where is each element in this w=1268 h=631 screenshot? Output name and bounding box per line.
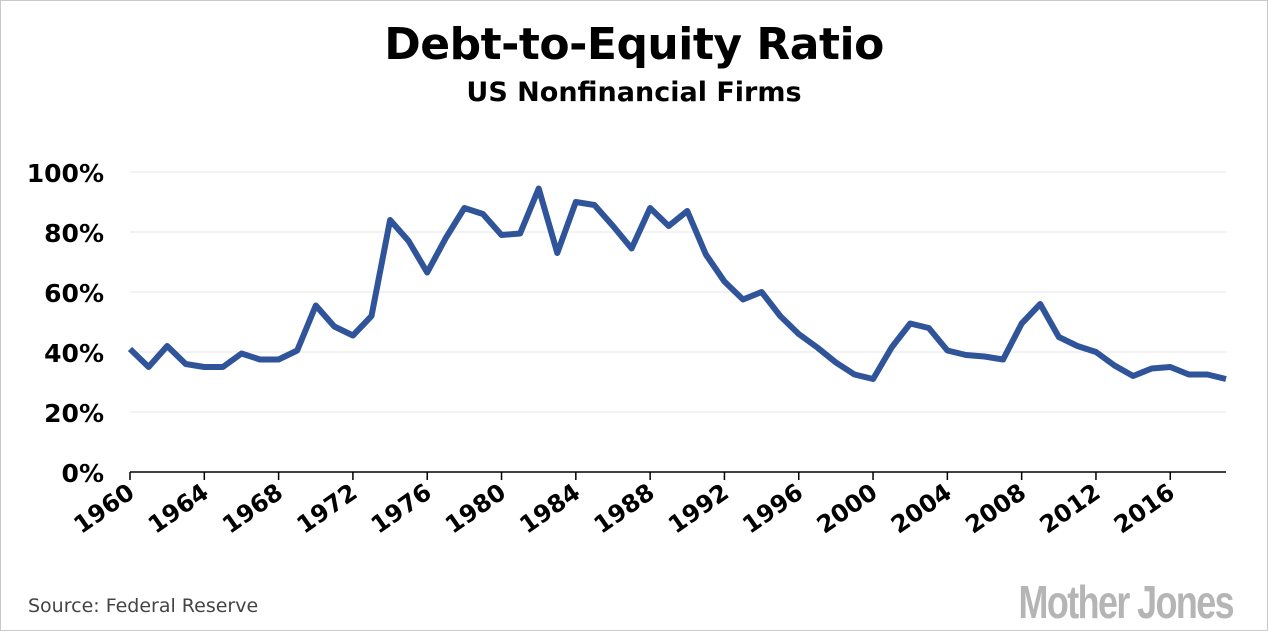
y-axis-tick-labels: 0% 20% 40% 60% 80% 100% bbox=[27, 159, 104, 488]
chart-subtitle: US Nonfinancial Firms bbox=[466, 77, 802, 108]
y-tick-label: 40% bbox=[44, 339, 104, 368]
x-tick-label: 2016 bbox=[1109, 478, 1180, 539]
x-tick-label: 2004 bbox=[886, 478, 957, 539]
y-tick-label: 100% bbox=[27, 159, 104, 188]
y-tick-label: 60% bbox=[44, 279, 104, 308]
series-layer bbox=[127, 185, 1227, 382]
x-tick-label: 1992 bbox=[663, 478, 734, 539]
x-axis bbox=[129, 471, 1226, 480]
x-tick-label: 2012 bbox=[1035, 478, 1106, 539]
x-tick-label: 1964 bbox=[143, 478, 214, 539]
x-tick-label: 1984 bbox=[514, 478, 585, 539]
x-tick-label: 2008 bbox=[960, 478, 1031, 539]
mother-jones-logo: Mother Jones bbox=[1018, 576, 1234, 628]
x-tick-label: 1968 bbox=[217, 478, 288, 539]
chart-title: Debt-to-Equity Ratio bbox=[384, 19, 884, 70]
x-tick-label: 1996 bbox=[737, 478, 808, 539]
source-note: Source: Federal Reserve bbox=[28, 595, 259, 617]
x-tick-label: 1972 bbox=[292, 478, 363, 539]
series-line bbox=[127, 185, 1227, 382]
y-tick-label: 80% bbox=[44, 219, 104, 248]
x-tick-label: 1976 bbox=[366, 478, 437, 539]
gridlines bbox=[130, 171, 1226, 413]
x-tick-label: 2000 bbox=[812, 478, 883, 539]
x-axis-tick-labels: 1960 1964 1968 1972 1976 1980 1984 1988 1992 1996… bbox=[69, 478, 1180, 539]
x-tick-label: 1980 bbox=[440, 478, 511, 539]
x-tick-label: 1988 bbox=[589, 478, 660, 539]
y-tick-label: 20% bbox=[44, 399, 104, 428]
y-tick-label: 0% bbox=[62, 459, 104, 488]
